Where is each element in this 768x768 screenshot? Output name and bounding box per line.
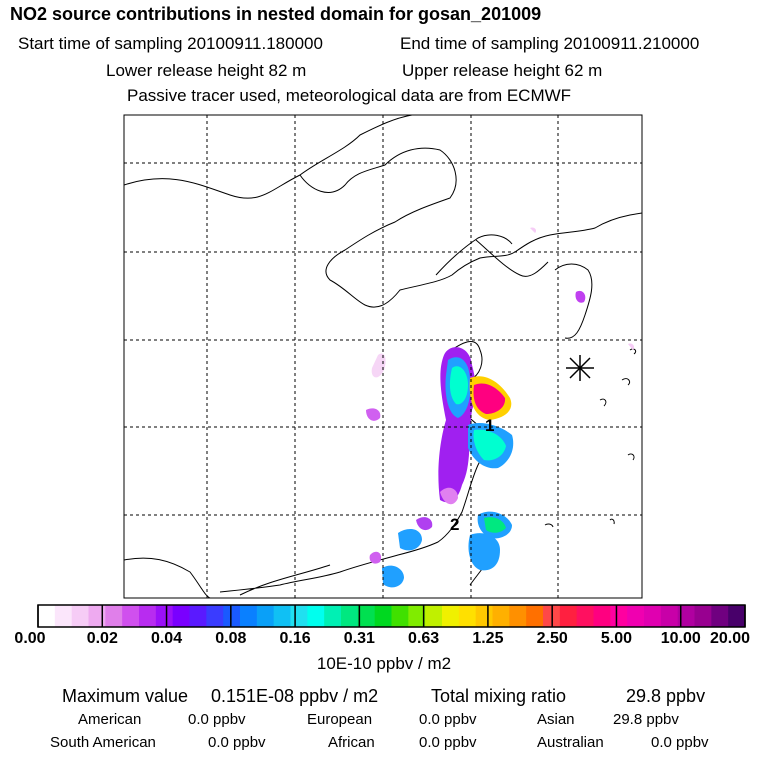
colorbar-swatch	[475, 605, 493, 627]
european-label: European	[307, 711, 373, 728]
colorbar-tick-label: 2.50	[536, 630, 568, 647]
colorbar-tick-label: 10.00	[660, 630, 701, 647]
colorbar-swatch	[324, 605, 342, 627]
australian-value: 0.0 ppbv	[651, 734, 709, 751]
colorbar-swatch	[677, 605, 695, 627]
australian-label: Australian	[537, 734, 604, 751]
colorbar-tick-label: 0.08	[215, 630, 247, 647]
map-area: 1 2	[124, 115, 642, 598]
receptor-marker	[566, 355, 594, 381]
colorbar-swatch	[391, 605, 409, 627]
colorbar-swatch	[711, 605, 729, 627]
colorbar-swatch	[206, 605, 224, 627]
colorbar-swatch	[644, 605, 662, 627]
map-frame	[123, 114, 643, 599]
colorbar-tick-label: 0.00	[14, 630, 46, 647]
colorbar-swatch	[155, 605, 174, 627]
colorbar-tick-label: 0.02	[86, 630, 118, 647]
start-time-label: Start time of sampling 20100911.180000	[18, 34, 323, 53]
colorbar-swatch	[139, 605, 157, 627]
american-value: 0.0 ppbv	[188, 711, 246, 728]
colorbar-tick-label: 0.31	[343, 630, 375, 647]
colorbar-swatch	[728, 605, 746, 627]
colorbar-swatch	[240, 605, 258, 627]
colorbar-swatch	[509, 605, 527, 627]
lower-height-label: Lower release height 82 m	[106, 61, 307, 80]
colorbar-swatch	[660, 605, 679, 627]
total-ratio-label: Total mixing ratio	[431, 686, 567, 706]
colorbar-tick-label: 5.00	[600, 630, 633, 647]
asian-label: Asian	[537, 711, 575, 728]
south-american-value: 0.0 ppbv	[208, 734, 266, 751]
plume-contours	[366, 227, 635, 588]
site-label-2: 2	[450, 515, 459, 534]
colorbar-swatch	[576, 605, 594, 627]
colorbar-tick-label: 20.00	[709, 630, 751, 647]
colorbar-swatch	[54, 605, 73, 627]
colorbar-swatch	[458, 605, 477, 627]
colorbar-swatch	[256, 605, 275, 627]
colorbar-tick-label: 1.25	[472, 630, 504, 647]
end-time-label: End time of sampling 20100911.210000	[400, 34, 700, 53]
asian-value: 29.8 ppbv	[613, 711, 679, 728]
total-ratio-value: 29.8 ppbv	[626, 686, 706, 706]
colorbar-tick-label: 0.04	[150, 630, 183, 647]
colorbar-swatch	[290, 605, 308, 627]
colorbar-swatch	[122, 605, 140, 627]
colorbar-swatch	[223, 605, 241, 627]
african-value: 0.0 ppbv	[419, 734, 477, 751]
colorbar-swatch	[172, 605, 190, 627]
colorbar-swatch	[694, 605, 712, 627]
colorbar-tick-label: 0.16	[279, 630, 311, 647]
colorbar-swatch	[357, 605, 376, 627]
colorbar-tick-label: 0.63	[408, 630, 440, 647]
colorbar-swatch	[307, 605, 325, 627]
colorbar-swatch	[526, 605, 544, 627]
colorbar-swatch	[105, 605, 123, 627]
colorbar-swatch	[88, 605, 106, 627]
colorbar-swatch	[627, 605, 645, 627]
chart-title: NO2 source contributions in nested domai…	[10, 4, 542, 24]
african-label: African	[328, 734, 375, 751]
colorbar-swatch	[189, 605, 207, 627]
tracer-note: Passive tracer used, meteorological data…	[127, 86, 572, 105]
south-american-label: South American	[50, 734, 156, 751]
european-value: 0.0 ppbv	[419, 711, 477, 728]
colorbar-swatch	[442, 605, 460, 627]
site-label-1: 1	[485, 416, 494, 435]
map-grid	[124, 115, 642, 598]
colorbar-swatch	[341, 605, 359, 627]
max-value-label: Maximum value	[62, 686, 189, 706]
colorbar-unit: 10E-10 ppbv / m2	[316, 654, 452, 673]
upper-height-label: Upper release height 62 m	[402, 61, 603, 80]
colorbar-swatch	[425, 605, 443, 627]
colorbar-swatch	[492, 605, 510, 627]
american-label: American	[78, 711, 142, 728]
colorbar-swatch	[610, 605, 628, 627]
colorbar-swatch	[273, 605, 291, 627]
colorbar-swatch	[374, 605, 392, 627]
colorbar-swatch	[593, 605, 611, 627]
colorbar	[37, 604, 746, 628]
colorbar-swatch	[71, 605, 89, 627]
colorbar-swatch	[408, 605, 426, 627]
colorbar-frame	[37, 604, 746, 628]
colorbar-swatch	[559, 605, 578, 627]
colorbar-swatch	[38, 605, 56, 627]
max-value: 0.151E-08 ppbv / m2	[211, 686, 379, 706]
